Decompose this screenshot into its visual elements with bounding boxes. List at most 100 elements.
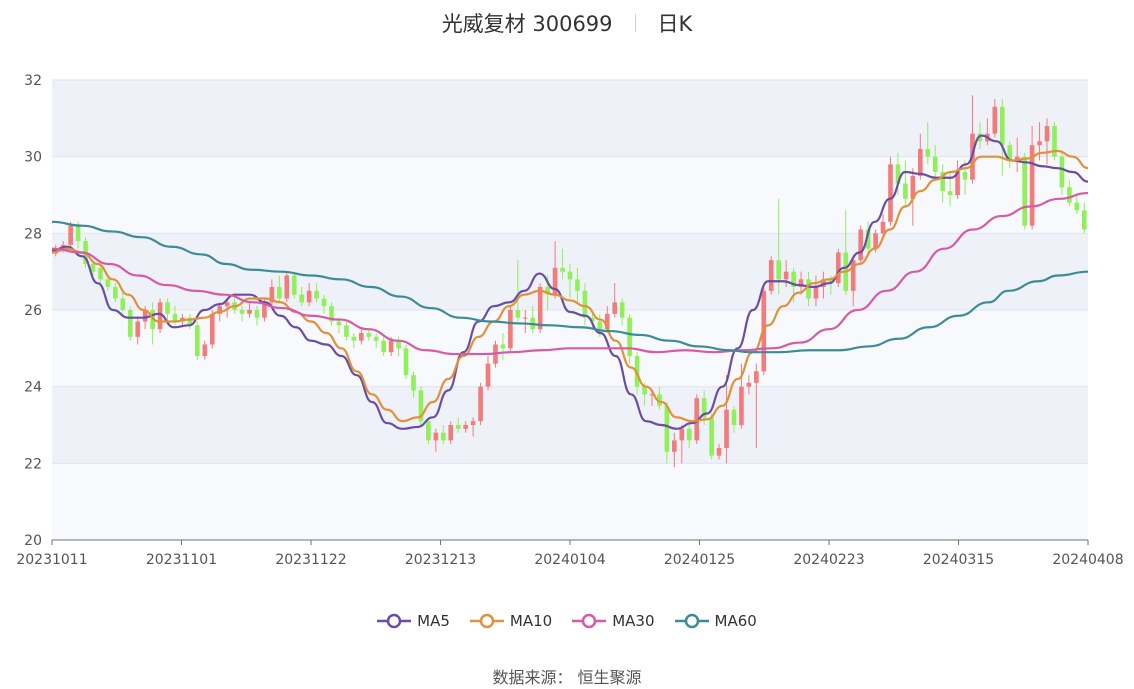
candle-body [284, 275, 290, 299]
candle [463, 421, 468, 433]
candle-body [724, 409, 729, 448]
candle [686, 421, 692, 448]
candle-body [977, 133, 983, 142]
candle-body [776, 260, 782, 280]
legend-label: MA10 [509, 612, 553, 630]
candle-body [90, 264, 96, 272]
candle-body [850, 260, 856, 291]
legend-label: MA5 [417, 612, 450, 630]
candle-body [247, 310, 252, 314]
candle-body [962, 172, 968, 180]
candle-body [113, 287, 118, 299]
candle [150, 302, 155, 345]
legend-marker-icon [469, 613, 504, 629]
candle-body [426, 421, 431, 441]
y-tick-label: 26 [24, 303, 42, 319]
legend-marker-icon [572, 613, 607, 629]
candle-body [150, 310, 155, 330]
candle [411, 371, 416, 399]
candle-body [344, 325, 349, 337]
candle [433, 428, 439, 452]
candle [716, 444, 722, 460]
candle-body [1074, 202, 1080, 211]
candle-body [783, 271, 789, 280]
candle-body [910, 175, 916, 199]
candle [858, 225, 863, 264]
y-tick-label: 20 [24, 533, 42, 549]
candle-body [485, 363, 491, 387]
candle [165, 298, 170, 322]
candle [291, 271, 297, 299]
source-label: 数据来源： [492, 668, 573, 687]
y-tick-label: 32 [24, 73, 42, 89]
y-tick-label: 28 [24, 226, 42, 242]
candle-body [321, 298, 327, 307]
candle-body [754, 371, 759, 383]
legend-item-ma60[interactable]: MA60 [674, 612, 757, 630]
candle-body [1037, 141, 1042, 146]
candle-body [999, 106, 1005, 146]
candle [470, 417, 476, 437]
candle [306, 283, 312, 307]
legend-label: MA60 [714, 612, 757, 630]
candle [381, 336, 386, 356]
candle-body [403, 348, 409, 376]
candle-body [560, 267, 565, 272]
candle [619, 298, 625, 326]
candle [850, 256, 856, 307]
legend-item-ma10[interactable]: MA10 [469, 612, 553, 630]
x-tick-label: 20231101 [146, 552, 217, 568]
candle-body [1007, 145, 1013, 161]
candle-body [917, 149, 923, 176]
candle [478, 382, 483, 425]
candle-body [120, 298, 126, 310]
candle [582, 283, 588, 326]
candle [508, 306, 513, 353]
candle [515, 260, 521, 322]
candle [865, 221, 871, 257]
candle-body [604, 313, 610, 330]
candle-body [836, 252, 841, 284]
candle-body [806, 279, 811, 299]
candle [187, 313, 193, 330]
candle-body [746, 382, 752, 387]
candle-body [269, 287, 275, 303]
x-tick-label: 20240408 [1052, 552, 1123, 568]
candle-body [366, 333, 372, 337]
candle-body [590, 317, 595, 322]
candle-body [291, 275, 297, 295]
candle [157, 298, 163, 333]
candle [903, 160, 908, 207]
candle [664, 402, 670, 464]
candle [672, 432, 677, 468]
candle [940, 164, 945, 203]
candle-body [157, 302, 163, 330]
legend-item-ma30[interactable]: MA30 [572, 612, 655, 630]
candle-body [537, 287, 543, 330]
grid-band [52, 156, 1088, 234]
legend-item-ma5[interactable]: MA5 [377, 612, 450, 630]
candle-body [463, 425, 468, 429]
candle [754, 363, 759, 448]
candle [455, 417, 461, 433]
candle [1022, 152, 1027, 230]
candle [522, 310, 528, 333]
candle [955, 160, 960, 199]
candle-body [165, 302, 170, 314]
candle [209, 310, 215, 349]
candle [1007, 141, 1013, 169]
candle-body [679, 428, 685, 441]
y-tick-label: 22 [24, 456, 42, 472]
candle [657, 386, 662, 410]
candle-body [411, 375, 416, 391]
candle-body [858, 229, 863, 261]
candle-body [880, 221, 886, 234]
candle [358, 329, 364, 345]
data-source: 数据来源： 恒生聚源 [0, 664, 1134, 688]
candle-body [798, 279, 804, 287]
candle [366, 329, 372, 341]
candle-body [642, 386, 647, 395]
candle-body [672, 440, 677, 452]
candle-body [373, 336, 379, 341]
